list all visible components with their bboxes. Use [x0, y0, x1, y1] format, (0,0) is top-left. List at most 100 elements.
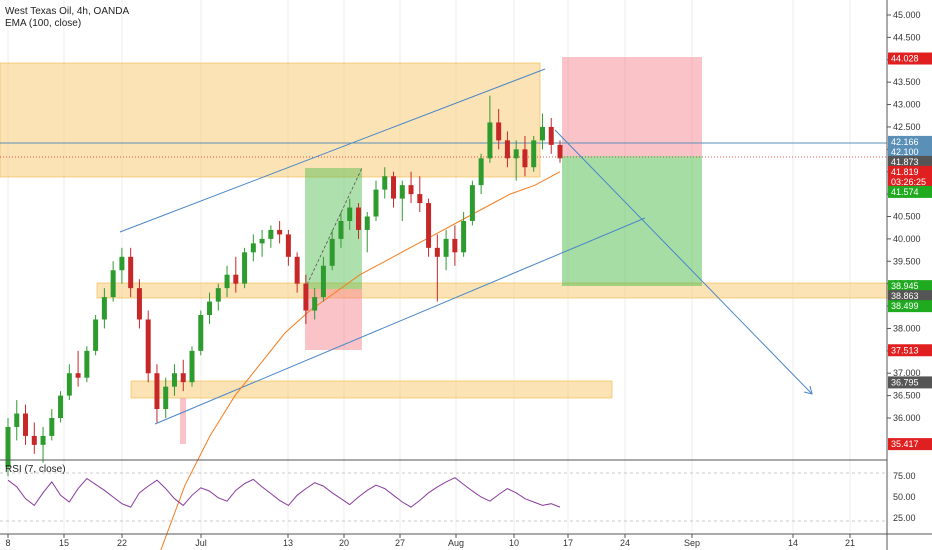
candle-body[interactable] — [548, 126, 554, 145]
candle-body[interactable] — [355, 207, 361, 230]
candle-body[interactable] — [285, 234, 291, 257]
price-marker-label — [888, 135, 932, 148]
candle-body[interactable] — [233, 274, 239, 284]
candle-body[interactable] — [539, 126, 545, 141]
price-tick-label: 42.500 — [893, 122, 921, 132]
price-marker-label — [888, 155, 932, 168]
candle-body[interactable] — [207, 301, 213, 316]
price-marker-text: 35.417 — [891, 439, 919, 449]
candle-body[interactable] — [250, 243, 256, 253]
time-tick-label: Aug — [448, 538, 464, 548]
candle-body[interactable] — [452, 238, 458, 253]
price-marker-text: 42.166 — [891, 137, 919, 147]
candle-body[interactable] — [478, 158, 484, 186]
candle-body[interactable] — [119, 256, 125, 271]
candle-body[interactable] — [128, 256, 134, 289]
candle-body[interactable] — [426, 203, 432, 248]
price-tick-label: 40.000 — [893, 234, 921, 244]
candle-body[interactable] — [513, 149, 519, 159]
projection-arrow-head-icon — [803, 385, 813, 395]
projection-arrow-line[interactable] — [554, 129, 813, 395]
candle-body[interactable] — [198, 315, 204, 351]
candle-body[interactable] — [14, 413, 20, 427]
candle-body[interactable] — [180, 373, 186, 383]
rsi-tick-label: 75.00 — [893, 471, 916, 481]
candle-body[interactable] — [84, 350, 90, 378]
price-marker-text: 41.873 — [891, 157, 919, 167]
candle-body[interactable] — [364, 216, 370, 230]
short-position-stop-zone[interactable] — [562, 57, 702, 156]
candle-body[interactable] — [399, 185, 405, 199]
candle-body[interactable] — [373, 189, 379, 217]
position-diagonal-1 — [304, 167, 363, 290]
supply-zone-upper[interactable] — [0, 62, 541, 178]
candle-body[interactable] — [303, 283, 309, 311]
rsi-line[interactable] — [7, 477, 561, 508]
price-tick-label: 45.000 — [893, 10, 921, 20]
candle-body[interactable] — [189, 350, 195, 383]
candle-body[interactable] — [320, 265, 326, 298]
horizontal-lines — [0, 142, 887, 158]
channel-lower-line[interactable] — [154, 217, 646, 425]
candle-body[interactable] — [259, 238, 265, 244]
candle-body[interactable] — [522, 149, 528, 168]
candle-body[interactable] — [110, 270, 116, 298]
demand-zone-lower[interactable] — [130, 380, 613, 399]
ema-line[interactable] — [160, 171, 561, 550]
candle-body[interactable] — [31, 435, 37, 445]
candle-body[interactable] — [382, 176, 388, 190]
candle-body[interactable] — [5, 426, 11, 468]
candle-body[interactable] — [40, 435, 46, 445]
candle-body[interactable] — [338, 220, 344, 239]
price-marker-label — [888, 165, 932, 178]
candle-body[interactable] — [417, 194, 423, 204]
price-marker-label — [888, 52, 932, 65]
candle-body[interactable] — [312, 297, 318, 311]
candle-body[interactable] — [58, 395, 64, 418]
candle-body[interactable] — [49, 418, 55, 436]
candle-body[interactable] — [443, 238, 449, 257]
time-axis[interactable]: 8 15 22 Jul 13 20 27 Aug 10 17 24 Sep 14 21 — [5, 534, 855, 548]
candle-body[interactable] — [163, 386, 169, 410]
candle-body[interactable] — [347, 207, 353, 221]
demand-zone-middle[interactable] — [96, 282, 930, 299]
candle-body[interactable] — [145, 319, 151, 374]
candle-body[interactable] — [23, 413, 29, 436]
candle-body[interactable] — [434, 247, 440, 257]
candle-body[interactable] — [504, 140, 510, 159]
candle-body[interactable] — [557, 144, 563, 159]
candle-body[interactable] — [391, 176, 397, 199]
short-position-target-zone[interactable] — [562, 156, 702, 286]
candle-body[interactable] — [268, 229, 274, 239]
rsi-panel — [0, 459, 887, 522]
time-tick-label: Jul — [195, 538, 207, 548]
candle-body[interactable] — [461, 220, 467, 253]
candle-body[interactable] — [329, 238, 335, 266]
candle-body[interactable] — [224, 274, 230, 289]
candle-body[interactable] — [101, 297, 107, 320]
price-tick-label: 43.000 — [893, 100, 921, 110]
candle-body[interactable] — [66, 373, 72, 396]
candle-body[interactable] — [75, 373, 81, 378]
candle-body[interactable] — [93, 319, 99, 351]
time-tick-label: 22 — [117, 538, 127, 548]
candle-body[interactable] — [469, 185, 475, 221]
candle-body[interactable] — [215, 288, 221, 302]
candle-body[interactable] — [487, 122, 493, 159]
candle-body[interactable] — [154, 373, 160, 410]
candle-body[interactable] — [531, 140, 537, 168]
time-tick-label: 27 — [395, 538, 405, 548]
price-tick-label: 36.500 — [893, 391, 921, 401]
candle-body[interactable] — [294, 256, 300, 284]
chart-title: West Texas Oil, 4h, OANDA — [5, 6, 129, 17]
candle-body[interactable] — [277, 229, 283, 235]
candle-body[interactable] — [242, 252, 248, 284]
candle-body[interactable] — [408, 185, 414, 195]
candle-body[interactable] — [496, 122, 502, 141]
candle-body[interactable] — [171, 373, 177, 387]
candle-body[interactable] — [136, 288, 142, 320]
trend-lines — [119, 68, 813, 425]
channel-upper-line[interactable] — [119, 68, 546, 233]
price-marker-label — [888, 280, 932, 293]
